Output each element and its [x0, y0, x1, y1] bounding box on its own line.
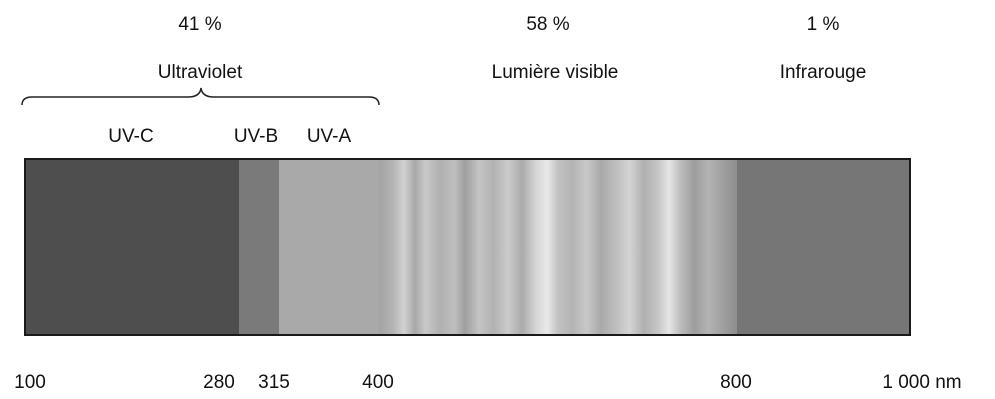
uvc-label: UV-C: [108, 126, 154, 147]
visible-percent: 58 %: [526, 14, 570, 35]
uvc-band: [26, 160, 239, 334]
ultraviolet-label: Ultraviolet: [157, 62, 243, 83]
infrared-percent: 1 %: [806, 14, 840, 35]
tick-400: 400: [362, 372, 394, 393]
uvb-band: [239, 160, 279, 334]
tick-1000: 1 000 nm: [882, 372, 962, 393]
visible-light-label: Lumière visible: [491, 62, 619, 83]
spectrum-bar: [24, 158, 911, 336]
uva-label: UV-A: [306, 126, 352, 147]
infrared-band: [737, 160, 909, 334]
tick-100: 100: [14, 372, 46, 393]
ultraviolet-bracket: [21, 87, 380, 106]
visible-band: [379, 160, 737, 334]
uva-band: [279, 160, 379, 334]
tick-280: 280: [203, 372, 235, 393]
infrared-label: Infrarouge: [779, 62, 867, 83]
uv-percent: 41 %: [178, 14, 222, 35]
tick-315: 315: [258, 372, 290, 393]
uvb-label: UV-B: [233, 126, 279, 147]
tick-800: 800: [720, 372, 752, 393]
